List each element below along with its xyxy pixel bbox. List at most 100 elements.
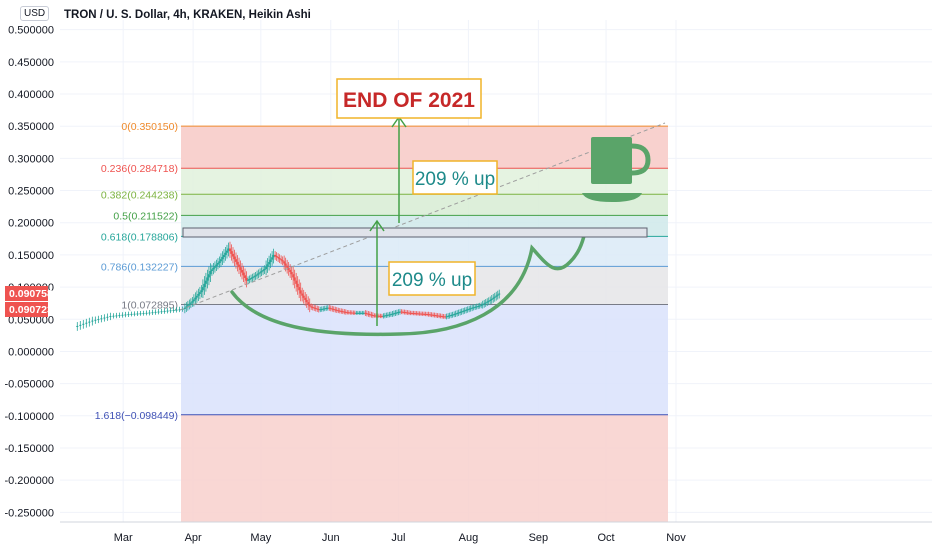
candle-body <box>186 305 189 307</box>
candle-body <box>358 312 361 314</box>
candle-body <box>100 318 103 320</box>
candle-body <box>383 315 386 317</box>
candle-body <box>225 250 228 253</box>
candle-body <box>364 312 367 314</box>
candle-body <box>411 312 413 314</box>
y-tick-label: -0.100000 <box>4 411 54 423</box>
candle-body <box>420 313 423 315</box>
candle-body <box>287 267 290 270</box>
candle-body <box>242 272 245 276</box>
candle-body <box>486 301 489 303</box>
candle-body <box>142 313 145 315</box>
candle-body <box>468 308 471 310</box>
candle-body <box>492 297 495 299</box>
candle-body <box>380 315 383 317</box>
coffee-cup-icon <box>582 137 651 202</box>
candle-body <box>272 254 275 258</box>
x-tick-label: Apr <box>185 532 202 544</box>
candle-body <box>299 290 302 294</box>
candle-body <box>244 275 247 278</box>
y-tick-label: 0.250000 <box>8 186 54 198</box>
candle-body <box>109 316 112 318</box>
candle-body <box>216 262 219 265</box>
candle-body <box>238 264 241 268</box>
y-tick-label: 0.200000 <box>8 218 54 230</box>
candle-body <box>314 308 317 310</box>
candle-body <box>157 311 160 313</box>
candle-body <box>326 307 329 309</box>
candle-body <box>418 313 421 315</box>
candle-body <box>231 253 234 257</box>
y-tick-label: 0.300000 <box>8 153 54 165</box>
candle-body <box>496 294 499 296</box>
candle-body <box>136 313 139 315</box>
candle-body <box>253 276 256 278</box>
candle-body <box>368 314 371 316</box>
candle-body <box>338 310 341 312</box>
candle-body <box>401 311 404 313</box>
candle-body <box>121 314 124 316</box>
candle-body <box>265 266 268 270</box>
candle-body <box>230 251 233 254</box>
candle-body <box>215 264 218 267</box>
candle-body <box>195 295 198 298</box>
candle-body <box>379 315 382 317</box>
candle-body <box>91 320 94 322</box>
candle-body <box>319 309 322 311</box>
candle-body <box>414 313 417 315</box>
candle-body <box>407 312 410 314</box>
candle-body <box>295 280 298 284</box>
candle-body <box>274 254 277 256</box>
up-label-2-text: 209 % up <box>392 270 472 291</box>
candle-body <box>495 295 498 297</box>
fib-zone <box>181 194 668 216</box>
candle-body <box>277 257 280 259</box>
candle-body <box>481 304 484 306</box>
x-axis: Mar Apr May Jun Jul Aug Sep Oct Nov <box>60 521 932 544</box>
candle-body <box>456 313 459 315</box>
candle-body <box>359 312 362 314</box>
candle-body <box>201 287 204 291</box>
candle-body <box>289 269 292 273</box>
candle-body <box>417 313 420 315</box>
candle-body <box>130 313 133 315</box>
candle-body <box>284 263 287 266</box>
x-tick-label: Jun <box>322 532 340 544</box>
x-tick-label: Jul <box>391 532 405 544</box>
candle-body <box>442 316 445 318</box>
candle-body <box>213 266 216 268</box>
candle-body <box>409 312 412 314</box>
candle-body <box>278 258 281 260</box>
candle-body <box>329 308 332 310</box>
currency-badge[interactable]: USD <box>20 6 50 21</box>
candle-body <box>466 309 469 311</box>
candle-body <box>316 308 319 310</box>
candle-body <box>268 261 271 265</box>
candle-body <box>325 308 328 310</box>
candle-body <box>403 311 406 313</box>
y-tick-label: 0.500000 <box>8 25 54 37</box>
candle-body <box>404 312 407 314</box>
x-tick-label: Nov <box>666 532 686 544</box>
candle-body <box>483 303 486 305</box>
candle-body <box>283 261 286 264</box>
fib-label: 0.5(0.211522) <box>113 210 178 222</box>
candle-body <box>344 311 347 313</box>
candle-body <box>493 296 496 298</box>
candle-body <box>392 313 395 315</box>
candle-body <box>185 306 188 308</box>
candle-body <box>356 312 359 314</box>
y-tick-label: -0.200000 <box>4 475 54 487</box>
candle-body <box>469 308 472 310</box>
candle-body <box>247 279 250 281</box>
candle-body <box>307 302 310 305</box>
candle-body <box>371 314 374 316</box>
candle-body <box>389 314 392 316</box>
candle-body <box>192 299 195 302</box>
candle-body <box>465 309 468 311</box>
candle-body <box>298 287 301 291</box>
candle-body <box>430 314 433 316</box>
candle-body <box>235 259 237 262</box>
candle-body <box>194 297 197 300</box>
